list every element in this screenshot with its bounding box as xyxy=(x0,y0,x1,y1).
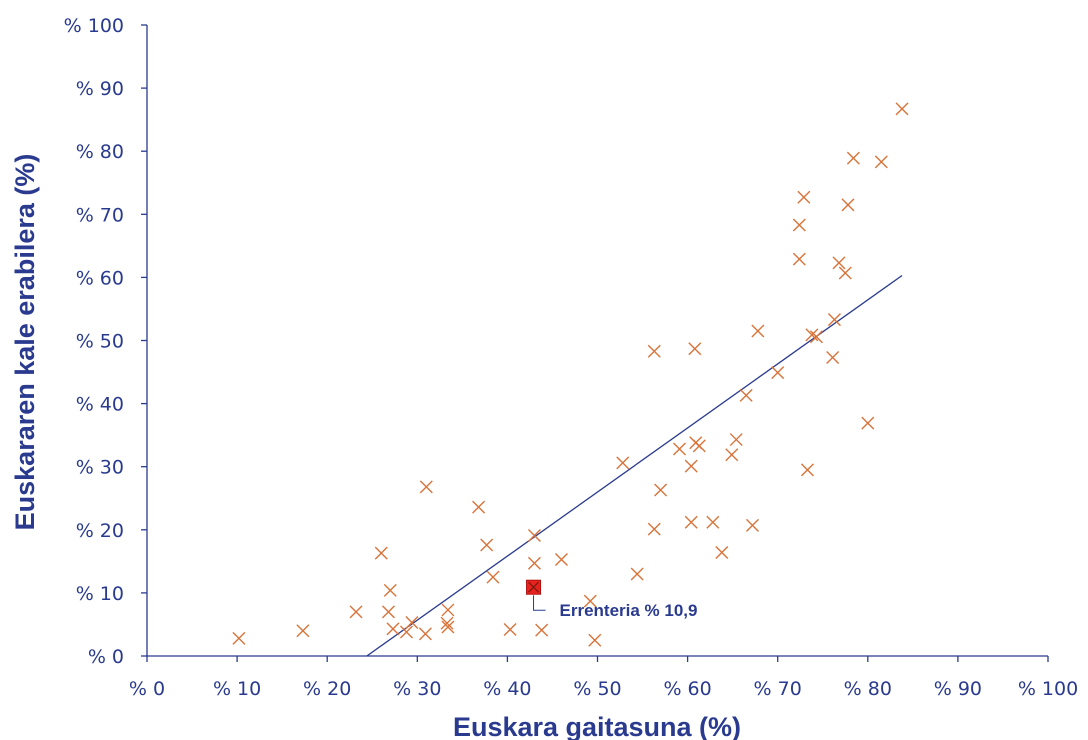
y-tick-label: % 30 xyxy=(76,457,124,479)
data-point xyxy=(647,522,661,536)
data-point xyxy=(630,567,644,581)
x-tick-label: % 20 xyxy=(303,678,351,700)
data-point xyxy=(527,528,541,542)
data-point xyxy=(745,518,759,532)
data-point xyxy=(809,330,823,344)
data-point xyxy=(527,556,541,570)
data-point xyxy=(715,546,729,560)
data-point xyxy=(826,351,840,365)
highlight-group: Errenteria % 10,9 xyxy=(526,579,698,620)
y-tick-label: % 70 xyxy=(76,204,124,226)
data-point xyxy=(771,366,785,380)
data-point xyxy=(805,328,819,342)
data-point xyxy=(797,190,811,204)
y-tick-label: % 90 xyxy=(76,78,124,100)
y-tick-label: % 100 xyxy=(64,15,124,37)
data-point xyxy=(588,633,602,647)
x-tick-label: % 50 xyxy=(573,678,621,700)
axes xyxy=(146,25,1048,657)
x-tick-label: % 60 xyxy=(663,678,711,700)
x-tick-label: % 100 xyxy=(1018,678,1078,700)
data-point xyxy=(583,594,597,608)
data-point xyxy=(841,198,855,212)
y-tick-label: % 10 xyxy=(76,583,124,605)
data-point xyxy=(688,342,702,356)
data-point xyxy=(472,500,486,514)
data-point xyxy=(706,515,720,529)
data-point xyxy=(739,388,753,402)
y-axis-title: Euskararen kale erabilera (%) xyxy=(10,154,40,531)
y-tick-label: % 50 xyxy=(76,331,124,353)
y-tick-label: % 0 xyxy=(88,646,124,668)
data-point xyxy=(480,538,494,552)
data-point xyxy=(827,313,841,327)
highlight-x xyxy=(528,581,539,593)
data-point xyxy=(383,583,397,597)
y-tick-labels: % 0 % 10 % 20 % 30 % 40 % 50 % 60 % 70 % 80 % 90%… xyxy=(64,15,147,668)
data-points xyxy=(232,102,909,647)
data-point xyxy=(381,605,395,619)
x-tick-label: % 40 xyxy=(483,678,531,700)
data-point xyxy=(725,448,739,462)
x-axis-title: Euskara gaitasuna (%) xyxy=(453,712,741,740)
data-point xyxy=(692,439,706,453)
data-point xyxy=(654,483,668,497)
data-point xyxy=(672,442,686,456)
data-point xyxy=(554,552,568,566)
data-point xyxy=(729,433,743,447)
data-point xyxy=(503,623,517,636)
x-tick-label: % 10 xyxy=(213,678,261,700)
x-tick-label: % 80 xyxy=(844,678,892,700)
data-point xyxy=(535,623,549,637)
y-tick-label: % 20 xyxy=(76,520,124,542)
x-tick-labels: % 0 % 10 % 20 % 30 % 40 % 50 % 60 % 70 % 80 % 90%… xyxy=(129,656,1078,700)
data-point xyxy=(895,102,909,116)
data-point xyxy=(832,256,846,270)
data-point xyxy=(647,344,661,358)
data-point xyxy=(751,324,765,338)
data-point xyxy=(616,456,630,470)
data-point xyxy=(792,218,806,232)
data-point xyxy=(684,515,698,529)
y-tick-label: % 80 xyxy=(76,141,124,163)
data-point xyxy=(846,151,860,165)
data-point xyxy=(792,252,806,266)
data-point xyxy=(874,155,888,169)
data-point xyxy=(296,624,310,638)
data-point xyxy=(349,605,363,619)
trendline-line xyxy=(366,274,903,657)
data-point xyxy=(418,627,432,641)
data-point xyxy=(441,603,455,617)
data-point xyxy=(861,416,875,430)
trendline xyxy=(366,274,903,657)
data-point xyxy=(441,620,455,634)
data-point xyxy=(374,546,388,560)
data-point xyxy=(386,622,400,636)
data-point xyxy=(405,616,419,630)
data-point xyxy=(232,631,246,645)
highlight-label: Errenteria % 10,9 xyxy=(560,601,698,620)
data-point xyxy=(440,616,454,630)
x-tick-label: % 0 xyxy=(129,678,165,700)
y-tick-label: % 40 xyxy=(76,394,124,416)
data-point xyxy=(486,570,500,584)
x-tick-label: % 90 xyxy=(934,678,982,700)
x-tick-label: % 30 xyxy=(393,678,441,700)
y-tick-label: % 60 xyxy=(76,267,124,289)
data-point xyxy=(684,459,698,473)
x-tick-label: % 70 xyxy=(754,678,802,700)
data-point xyxy=(399,625,413,639)
data-point xyxy=(800,463,814,477)
data-point xyxy=(419,480,433,494)
data-point xyxy=(838,266,852,280)
callout-leader xyxy=(533,595,546,611)
